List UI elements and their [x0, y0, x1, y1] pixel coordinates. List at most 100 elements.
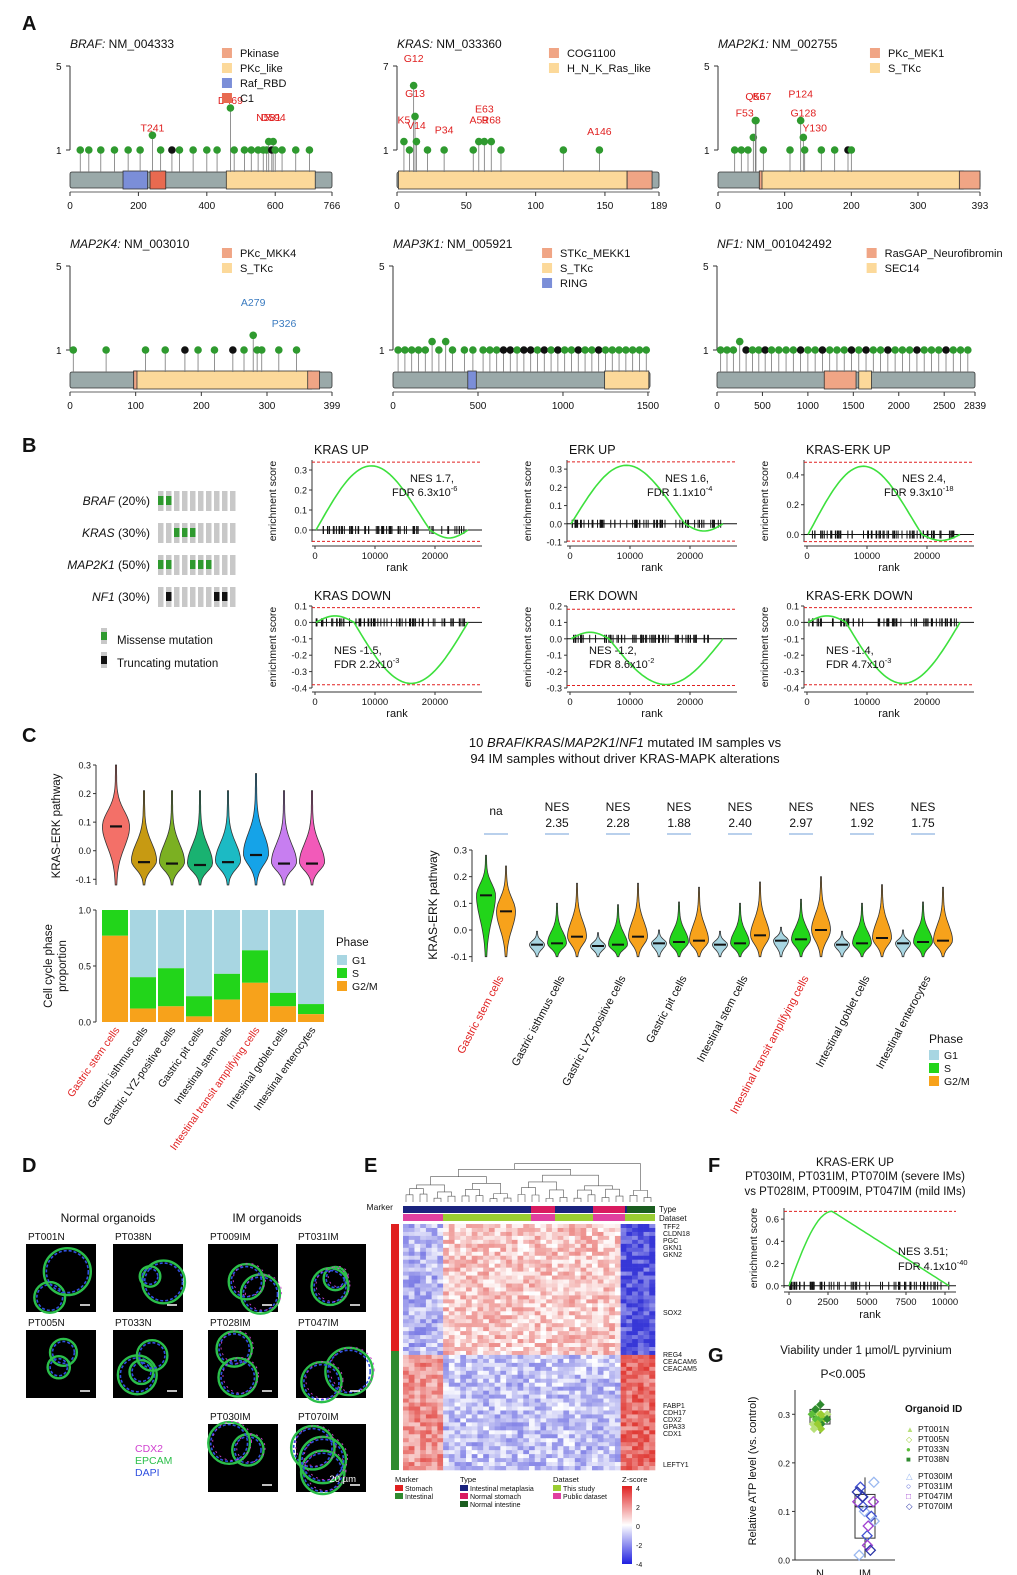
- heatmap-cell: [637, 1271, 644, 1276]
- heatmap-cell: [580, 1378, 587, 1384]
- heatmap-cell: [614, 1426, 621, 1431]
- heatmap-cell: [603, 1263, 610, 1268]
- heatmap-cell: [517, 1418, 524, 1423]
- heatmap-cell: [460, 1454, 467, 1459]
- heatmap-cell: [637, 1430, 644, 1435]
- heatmap-cell: [574, 1382, 581, 1387]
- missense-mark: [166, 560, 172, 569]
- heatmap-cell: [488, 1235, 495, 1241]
- heatmap-cell: [626, 1227, 633, 1233]
- heatmap-cell: [425, 1358, 432, 1364]
- violin: [669, 901, 689, 958]
- heatmap-cell: [408, 1259, 415, 1264]
- violin: [872, 884, 892, 958]
- heatmap-cell: [506, 1374, 513, 1380]
- gsea-title-line2: PT030IM, PT031IM, PT070IM (severe IMs): [745, 1171, 965, 1183]
- heatmap-cell: [586, 1259, 593, 1264]
- violin: [299, 790, 325, 886]
- missense-mutation: [291, 146, 300, 154]
- heatmap-cell: [403, 1287, 410, 1292]
- heatmap-cell: [603, 1235, 610, 1241]
- heatmap-cell: [425, 1414, 432, 1419]
- heatmap-cell: [609, 1418, 616, 1423]
- heatmap-cell: [626, 1255, 633, 1261]
- heatmap-cell: [563, 1311, 570, 1316]
- missense-mutation: [876, 346, 885, 354]
- x-tick-label: 300: [259, 401, 276, 412]
- heatmap-cell: [529, 1283, 536, 1288]
- gsea-title: KRAS-ERK DOWN: [806, 589, 913, 603]
- plot-title: MAP3K1: NM_005921: [393, 237, 513, 251]
- heatmap-cell: [425, 1354, 432, 1360]
- heatmap-cell: [477, 1358, 484, 1364]
- heatmap-cell: [471, 1374, 478, 1380]
- gene-label: CDX1: [663, 1431, 682, 1438]
- y-tick-label: -0.3: [291, 667, 307, 677]
- missense-mutation: [407, 346, 416, 354]
- heatmap-cell: [643, 1382, 650, 1387]
- heatmap-cell: [466, 1303, 473, 1308]
- x-tick-label: 10000: [854, 697, 880, 708]
- heatmap-cell: [534, 1466, 541, 1471]
- heatmap-cell: [511, 1454, 518, 1459]
- heatmap-cell: [448, 1450, 455, 1455]
- heatmap-cell: [643, 1243, 650, 1249]
- heatmap-cell: [563, 1315, 570, 1320]
- heatmap-cell: [649, 1315, 656, 1320]
- heatmap-cell: [620, 1398, 627, 1403]
- heatmap-cell: [437, 1462, 444, 1467]
- heatmap-cell: [551, 1251, 558, 1257]
- heatmap-cell: [488, 1283, 495, 1288]
- heatmap-cell: [454, 1406, 461, 1411]
- heatmap-cell: [420, 1438, 427, 1443]
- heatmap-cell: [477, 1422, 484, 1427]
- heatmap-cell: [500, 1251, 507, 1257]
- heatmap-cell: [414, 1410, 421, 1415]
- heatmap-cell: [488, 1374, 495, 1380]
- heatmap-cell: [414, 1422, 421, 1427]
- heatmap-cell: [603, 1378, 610, 1384]
- heatmap-cell: [494, 1438, 501, 1443]
- missense-mutation: [560, 346, 569, 354]
- dendrogram-branch: [437, 1191, 452, 1199]
- heatmap-cell: [626, 1442, 633, 1447]
- heatmap-cell: [523, 1319, 530, 1324]
- heatmap-cell: [511, 1426, 518, 1431]
- missense-mutation: [486, 346, 494, 354]
- heatmap-cell: [408, 1466, 415, 1471]
- heatmap-cell: [637, 1442, 644, 1447]
- heatmap-cell: [569, 1430, 576, 1435]
- plot-title: MAP2K4: NM_003010: [70, 237, 190, 251]
- heatmap-cell: [637, 1259, 644, 1264]
- heatmap-cell: [643, 1414, 650, 1419]
- heatmap-cell: [488, 1438, 495, 1443]
- heatmap-cell: [471, 1466, 478, 1471]
- fdr-text: FDR 8.6x10-2: [589, 656, 654, 671]
- heatmap-cell: [574, 1442, 581, 1447]
- heatmap-cell: [483, 1307, 490, 1312]
- heatmap-cell: [609, 1378, 616, 1384]
- heatmap-cell: [408, 1446, 415, 1451]
- missense-mutation: [400, 137, 408, 146]
- heatmap-cell: [551, 1450, 558, 1455]
- heatmap-cell: [466, 1331, 473, 1336]
- legend-swatch: [460, 1485, 468, 1491]
- heatmap-cell: [597, 1255, 604, 1261]
- heatmap-cell: [614, 1410, 621, 1415]
- heatmap-cell: [529, 1235, 536, 1241]
- heatmap-cell: [574, 1398, 581, 1403]
- heatmap-cell: [477, 1231, 484, 1237]
- y-tick-label: 5: [704, 62, 710, 73]
- missense-mutation: [411, 112, 419, 121]
- heatmap-cell: [643, 1426, 650, 1431]
- heatmap-cell: [454, 1442, 461, 1447]
- heatmap-cell: [403, 1267, 410, 1272]
- heatmap-cell: [609, 1247, 616, 1253]
- heatmap-cell: [517, 1243, 524, 1249]
- heatmap-cell: [437, 1350, 444, 1356]
- heatmap-cell: [500, 1398, 507, 1403]
- bar-g1: [270, 910, 296, 993]
- heatmap-cell: [534, 1287, 541, 1292]
- heatmap-cell: [534, 1231, 541, 1237]
- heatmap-cell: [443, 1327, 450, 1332]
